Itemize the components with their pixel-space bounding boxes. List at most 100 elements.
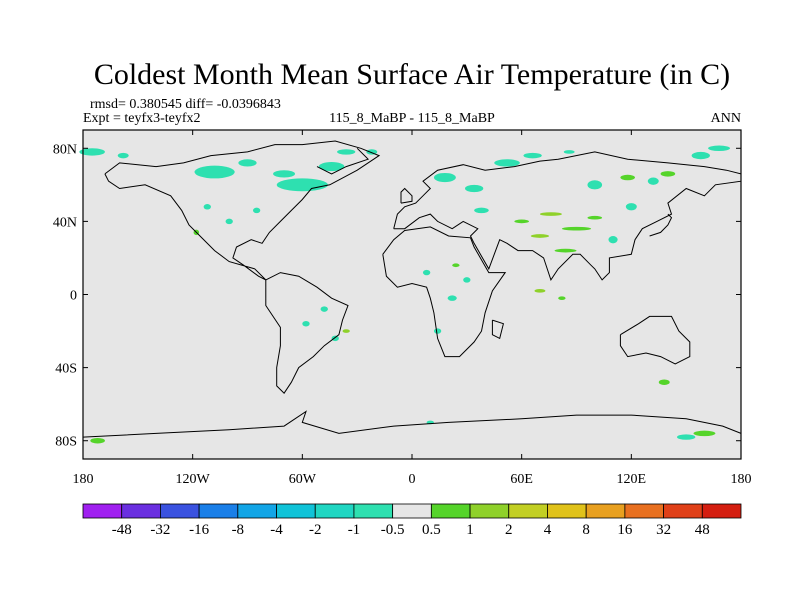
colorbar-box — [392, 503, 432, 519]
colorbar-box — [547, 503, 587, 519]
chart-subtitle: 115_8_MaBP - 115_8_MaBP — [329, 111, 495, 126]
colorbar-box — [469, 503, 510, 519]
colorbar-box — [198, 503, 239, 519]
coastlines — [82, 140, 742, 438]
coastline — [400, 187, 413, 204]
anomaly-patch — [608, 236, 618, 244]
colorbar-label: 16 — [617, 522, 633, 538]
colorbar-label: -32 — [150, 522, 170, 538]
anomaly-patch — [563, 150, 575, 154]
colorbar-box — [160, 503, 200, 519]
colorbar-label: -48 — [112, 522, 132, 538]
coastline — [649, 213, 673, 237]
colorbar-label: 2 — [505, 522, 513, 538]
anomaly-patch — [620, 174, 635, 181]
x-tick-label: 180 — [73, 472, 94, 487]
coastline — [82, 410, 742, 438]
anomaly-patch — [534, 289, 546, 293]
x-tick-label: 180 — [731, 472, 752, 487]
x-tick-label: 120W — [176, 472, 211, 487]
anomaly-patch — [331, 335, 339, 342]
y-tick-label: 0 — [70, 289, 77, 304]
coastline — [265, 272, 349, 394]
anomaly-patch — [465, 184, 484, 193]
coastline — [104, 140, 381, 281]
colorbar-box — [353, 503, 394, 519]
x-tick-label: 0 — [409, 472, 416, 487]
anomaly-patch — [337, 149, 356, 155]
anomaly-patch — [647, 177, 659, 185]
anomaly-patch — [554, 248, 577, 253]
anomaly-patch — [302, 321, 310, 327]
y-tick-label: 80N — [53, 142, 77, 157]
anomaly-patch — [273, 170, 296, 178]
anomaly-patch — [658, 379, 670, 385]
x-tick-label: 60E — [510, 472, 533, 487]
anomaly-patch — [318, 161, 345, 172]
colorbar-box — [121, 503, 161, 519]
coastline — [619, 315, 691, 365]
anomaly-patch — [452, 263, 460, 268]
y-tick-label: 40N — [53, 215, 77, 230]
anomaly-patch — [523, 152, 542, 159]
anomaly-patch — [342, 329, 350, 333]
colorbar-label: -4 — [270, 522, 283, 538]
anomaly-patch — [433, 328, 442, 334]
colorbar: -48 -32 -16 -8 -4 -2 -1 -0.5 0.5 1 2 4 8 16 32 48 — [82, 503, 742, 538]
coastline — [491, 319, 504, 340]
anomaly-patch — [514, 219, 529, 224]
anomaly-patch — [203, 204, 211, 210]
colorbar-boxes — [82, 503, 742, 519]
anomaly-patch — [558, 296, 566, 300]
colorbar-label: -0.5 — [381, 522, 405, 538]
anomaly-patch — [90, 437, 105, 444]
anomaly-patch — [494, 159, 520, 167]
anomaly-patch — [474, 207, 489, 214]
anomaly-patch — [194, 165, 235, 179]
colorbar-box — [663, 503, 703, 519]
anomaly-patch — [708, 145, 731, 152]
colorbar-box — [276, 503, 316, 519]
colorbar-label: 1 — [466, 522, 474, 538]
colorbar-box — [314, 503, 355, 519]
colorbar-box — [624, 503, 664, 519]
anomaly-patch — [117, 152, 129, 159]
colorbar-label: -1 — [348, 522, 361, 538]
chart-title: Coldest Month Mean Surface Air Temperatu… — [94, 58, 730, 91]
anomaly-patch — [225, 218, 233, 225]
y-tick-label: 80S — [55, 435, 77, 450]
anomaly-patch — [447, 295, 457, 301]
colorbar-label: 48 — [695, 522, 710, 538]
colorbar-box — [430, 503, 471, 519]
colorbar-box — [82, 503, 123, 519]
colorbar-label: 0.5 — [422, 522, 441, 538]
anomaly-patch — [463, 277, 471, 283]
anomaly-patch — [276, 178, 328, 192]
anomaly-patch — [238, 159, 257, 167]
colorbar-label: 4 — [544, 522, 552, 538]
anomaly-patch — [79, 148, 105, 156]
colorbar-label: -16 — [189, 522, 209, 538]
colorbar-label: 32 — [656, 522, 671, 538]
y-tick-label: 40S — [55, 362, 77, 377]
anomaly-patch — [422, 269, 431, 276]
colorbar-box — [508, 503, 548, 519]
map-background — [83, 130, 741, 459]
anomaly-patch — [252, 207, 261, 214]
anomaly-patch — [433, 172, 456, 183]
coastline — [382, 226, 507, 358]
experiment-text: Expt = teyfx3-teyfx2 — [83, 111, 201, 126]
anomaly-patch — [587, 215, 603, 220]
anomaly-patch — [539, 212, 562, 216]
plot-area: 180 120W 60W 0 60E 120E 180 80N 40N 0 40S 80S — [53, 129, 752, 487]
colorbar-label: -8 — [232, 522, 245, 538]
anomaly-patch — [693, 430, 716, 437]
x-tick-label: 120E — [617, 472, 647, 487]
anomaly-patch — [625, 203, 637, 211]
colorbar-box — [701, 503, 742, 519]
anomaly-patch — [660, 171, 676, 177]
stats-text: rmsd= 0.380545 diff= -0.0396843 — [90, 97, 281, 112]
colorbar-label: 8 — [582, 522, 590, 538]
y-axis: 80N 40N 0 40S 80S — [53, 142, 741, 450]
